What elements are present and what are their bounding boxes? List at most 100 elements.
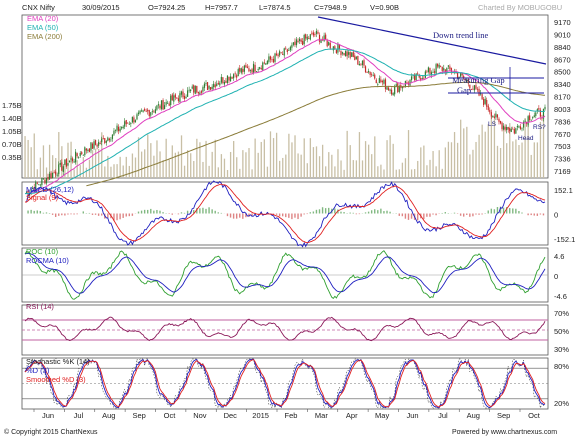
volume-bar — [128, 165, 131, 178]
macd-histogram-bar — [94, 213, 97, 215]
candle-body — [329, 43, 331, 49]
candle-body — [495, 113, 497, 118]
price-tick-label: 8340 — [554, 80, 571, 89]
volume-bar — [251, 169, 253, 178]
candle-body — [334, 46, 336, 50]
candle-body — [90, 142, 92, 151]
candle-body — [504, 126, 506, 130]
x-tick-label: Aug — [467, 411, 480, 420]
macd-histogram-bar — [36, 210, 38, 214]
macd-histogram-bar — [42, 212, 45, 214]
volume-bar — [279, 160, 281, 178]
candle-body — [469, 84, 471, 89]
volume-tick-label: 0.35B — [2, 153, 22, 162]
candle-body — [42, 178, 45, 180]
macd-histogram-bar — [300, 213, 302, 217]
macd-histogram-bar — [432, 213, 434, 215]
candle-body — [484, 98, 486, 104]
candle-body — [297, 40, 299, 42]
candle-body — [519, 126, 522, 129]
annotation-gap: Gap — [457, 85, 471, 95]
candle-body — [185, 96, 187, 99]
macd-histogram-bar — [303, 213, 305, 215]
x-tick-label: Mar — [315, 411, 328, 420]
footer-powered: Powered by www.chartnexus.com — [452, 429, 557, 436]
candle-body — [237, 69, 239, 77]
macd-histogram-bar — [358, 213, 361, 215]
volume-bar — [487, 124, 489, 178]
indicator-tick-label: -4.6 — [554, 292, 567, 301]
macd-histogram-bar — [245, 213, 247, 218]
macd-histogram-bar — [153, 210, 155, 214]
macd-histogram-bar — [54, 213, 57, 217]
candle-body — [217, 82, 219, 85]
candle-body — [414, 74, 416, 81]
macd-histogram-bar — [199, 208, 201, 214]
volume-bar — [355, 160, 358, 178]
candle-body — [539, 109, 541, 117]
volume-tick-label: 1.75B — [2, 101, 22, 110]
candle-body — [246, 66, 249, 68]
volume-bar — [183, 165, 186, 178]
volume-bar — [98, 148, 100, 178]
macd-histogram-bar — [496, 207, 499, 214]
volume-bar — [177, 151, 180, 178]
candle-body — [150, 112, 152, 116]
volume-bar — [196, 138, 198, 178]
volume-bar — [395, 169, 397, 178]
candle-body — [524, 120, 526, 122]
candle-body — [127, 122, 129, 124]
macd-histogram-bar — [521, 212, 523, 214]
candle-body — [188, 89, 190, 91]
macd-histogram-bar — [251, 213, 253, 217]
candle-body — [84, 147, 86, 156]
candle-body — [479, 93, 482, 95]
candle-body — [79, 152, 81, 157]
macd-histogram-bar — [217, 212, 219, 214]
macd-histogram-bar — [502, 207, 505, 214]
candle-body — [354, 55, 356, 61]
macd-histogram-bar — [226, 213, 229, 217]
candle-body — [176, 97, 178, 99]
volume-bar — [303, 138, 305, 178]
candle-body — [249, 70, 252, 71]
volume-bar — [426, 165, 428, 178]
x-tick-label: Jun — [406, 411, 418, 420]
candle-body — [199, 92, 201, 95]
candle-body — [133, 117, 135, 123]
volume-tick-label: 1.40B — [2, 114, 22, 123]
candle-body — [317, 31, 319, 34]
price-tick-label: 7836 — [554, 117, 571, 126]
candle-body — [433, 71, 436, 73]
candle-body — [116, 125, 118, 131]
downtrend-line — [317, 16, 547, 65]
candle-body — [197, 91, 199, 94]
volume-bar — [515, 139, 517, 178]
candle-body — [315, 30, 318, 34]
volume-bar — [423, 145, 425, 178]
macd-histogram-bar — [220, 212, 223, 214]
candle-body — [76, 153, 78, 157]
candle-body — [229, 76, 232, 82]
indicator-tick-label: 0 — [554, 211, 558, 220]
volume-bar — [469, 154, 471, 178]
candle-body — [223, 81, 226, 85]
candle-body — [282, 54, 284, 55]
macd-histogram-bar — [306, 213, 308, 215]
stoch-smoothed-line — [24, 359, 546, 408]
candle-body — [68, 160, 71, 163]
macd-histogram-bar — [232, 213, 235, 219]
macd-signal-title: Signal (9) — [26, 193, 59, 202]
volume-bar — [343, 169, 345, 178]
candle-body — [463, 75, 465, 79]
macd-histogram-bar — [147, 209, 149, 214]
volume-bar — [79, 165, 81, 178]
candle-body — [377, 84, 379, 85]
candle-body — [160, 100, 163, 110]
macd-histogram-bar — [275, 213, 278, 215]
volume-bar — [33, 133, 35, 178]
candle-body — [265, 63, 267, 65]
candle-body — [461, 73, 463, 76]
candle-body — [203, 83, 206, 88]
macd-histogram-bar — [423, 213, 425, 220]
